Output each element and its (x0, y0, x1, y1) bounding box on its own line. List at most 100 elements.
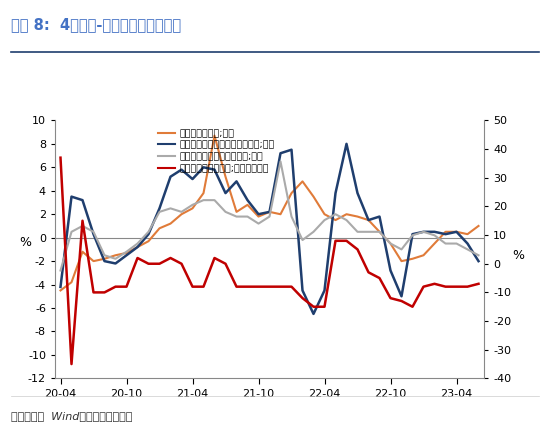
石油和天然气开采业;环比（右轴） (68, 362, 75, 367)
化学纤维制造业;环比 (398, 258, 405, 264)
石油加工、炼焦及核燃料加工业;环比 (431, 229, 438, 234)
Line: 石油和天然气开采业;环比（右轴）: 石油和天然气开采业;环比（右轴） (60, 158, 478, 364)
石油和天然气开采业;环比（右轴） (398, 298, 405, 304)
化学原料及化学制品制造业;环比 (398, 247, 405, 252)
石油加工、炼焦及核燃料加工业;环比 (156, 206, 163, 211)
石油和天然气开采业;环比（右轴） (112, 284, 119, 289)
化学纤维制造业;环比 (431, 241, 438, 246)
化学纤维制造业;环比 (156, 226, 163, 231)
石油加工、炼焦及核燃料加工业;环比 (354, 190, 361, 196)
化学原料及化学制品制造业;环比 (167, 206, 174, 211)
化学原料及化学制品制造业;环比 (453, 241, 460, 246)
化学纤维制造业;环比 (354, 214, 361, 219)
石油加工、炼焦及核燃料加工业;环比 (134, 245, 141, 250)
化学纤维制造业;环比 (178, 212, 185, 217)
化学原料及化学制品制造业;环比 (189, 202, 196, 207)
石油加工、炼焦及核燃料加工业;环比 (211, 167, 218, 172)
化学纤维制造业;环比 (343, 212, 350, 217)
化学纤维制造业;环比 (134, 245, 141, 250)
Y-axis label: %: % (512, 249, 524, 262)
化学原料及化学制品制造业;环比 (222, 209, 229, 215)
化学原料及化学制品制造业;环比 (123, 249, 130, 254)
石油加工、炼焦及核燃料加工业;环比 (464, 241, 471, 246)
化学原料及化学制品制造业;环比 (354, 229, 361, 234)
化学纤维制造业;环比 (222, 174, 229, 179)
石油加工、炼焦及核燃料加工业;环比 (343, 141, 350, 147)
化学纤维制造业;环比 (376, 229, 383, 234)
石油和天然气开采业;环比（右轴） (145, 261, 152, 266)
石油和天然气开采业;环比（右轴） (134, 255, 141, 261)
化学原料及化学制品制造业;环比 (200, 197, 207, 203)
石油加工、炼焦及核燃料加工业;环比 (277, 150, 284, 156)
石油和天然气开采业;环比（右轴） (310, 304, 317, 309)
石油和天然气开采业;环比（右轴） (387, 295, 394, 301)
石油加工、炼焦及核燃料加工业;环比 (57, 284, 64, 289)
化学原料及化学制品制造业;环比 (387, 241, 394, 246)
化学原料及化学制品制造业;环比 (442, 241, 449, 246)
Line: 石油加工、炼焦及核燃料加工业;环比: 石油加工、炼焦及核燃料加工业;环比 (60, 144, 478, 314)
石油和天然气开采业;环比（右轴） (211, 255, 218, 261)
石油和天然气开采业;环比（右轴） (156, 261, 163, 266)
化学原料及化学制品制造业;环比 (420, 229, 427, 234)
石油加工、炼焦及核燃料加工业;环比 (68, 194, 75, 199)
化学纤维制造业;环比 (233, 209, 240, 215)
化学纤维制造业;环比 (167, 221, 174, 226)
化学原料及化学制品制造业;环比 (343, 218, 350, 223)
石油和天然气开采业;环比（右轴） (321, 304, 328, 309)
石油加工、炼焦及核燃料加工业;环比 (299, 288, 306, 293)
石油加工、炼焦及核燃料加工业;环比 (255, 212, 262, 217)
石油加工、炼焦及核燃料加工业;环比 (332, 190, 339, 196)
化学原料及化学制品制造业;环比 (101, 253, 108, 258)
石油加工、炼焦及核燃料加工业;环比 (90, 232, 97, 237)
Line: 化学原料及化学制品制造业;环比: 化学原料及化学制品制造业;环比 (60, 161, 478, 270)
石油和天然气开采业;环比（右轴） (222, 261, 229, 266)
石油和天然气开采业;环比（右轴） (79, 218, 86, 223)
化学纤维制造业;环比 (244, 202, 251, 207)
化学纤维制造业;环比 (79, 249, 86, 254)
石油加工、炼焦及核燃料加工业;环比 (409, 232, 416, 237)
石油和天然气开采业;环比（右轴） (354, 247, 361, 252)
石油加工、炼焦及核燃料加工业;环比 (376, 214, 383, 219)
化学原料及化学制品制造业;环比 (376, 229, 383, 234)
石油和天然气开采业;环比（右轴） (277, 284, 284, 289)
石油加工、炼焦及核燃料加工业;环比 (112, 261, 119, 266)
石油加工、炼焦及核燃料加工业;环比 (266, 209, 273, 215)
化学原料及化学制品制造业;环比 (277, 159, 284, 164)
化学原料及化学制品制造业;环比 (431, 233, 438, 238)
化学原料及化学制品制造业;环比 (233, 214, 240, 219)
石油加工、炼焦及核燃料加工业;环比 (222, 190, 229, 196)
Line: 化学纤维制造业;环比: 化学纤维制造业;环比 (60, 135, 478, 290)
石油加工、炼焦及核燃料加工业;环比 (189, 176, 196, 181)
化学纤维制造业;环比 (299, 179, 306, 184)
化学纤维制造业;环比 (332, 218, 339, 223)
化学纤维制造业;环比 (310, 194, 317, 199)
化学纤维制造业;环比 (442, 229, 449, 234)
化学原料及化学制品制造业;环比 (266, 214, 273, 219)
石油加工、炼焦及核燃料加工业;环比 (178, 167, 185, 172)
Text: 图表 8:  4月原油-化工产业链有所分化: 图表 8: 4月原油-化工产业链有所分化 (11, 17, 181, 32)
化学纤维制造业;环比 (365, 218, 372, 223)
石油和天然气开采业;环比（右轴） (57, 155, 64, 160)
石油加工、炼焦及核燃料加工业;环比 (233, 179, 240, 184)
化学原料及化学制品制造业;环比 (134, 241, 141, 246)
化学原料及化学制品制造业;环比 (299, 237, 306, 243)
石油加工、炼焦及核燃料加工业;环比 (453, 229, 460, 234)
石油加工、炼焦及核燃料加工业;环比 (310, 311, 317, 316)
化学纤维制造业;环比 (288, 190, 295, 196)
化学原料及化学制品制造业;环比 (112, 256, 119, 261)
化学纤维制造业;环比 (68, 280, 75, 285)
石油加工、炼焦及核燃料加工业;环比 (387, 268, 394, 273)
化学纤维制造业;环比 (266, 209, 273, 215)
化学纤维制造业;环比 (101, 256, 108, 261)
石油加工、炼焦及核燃料加工业;环比 (145, 232, 152, 237)
石油和天然气开采业;环比（右轴） (442, 284, 449, 289)
化学纤维制造业;环比 (255, 214, 262, 219)
石油和天然气开采业;环比（右轴） (288, 284, 295, 289)
石油和天然气开采业;环比（右轴） (431, 281, 438, 286)
石油和天然气开采业;环比（右轴） (90, 290, 97, 295)
石油加工、炼焦及核燃料加工业;环比 (398, 294, 405, 299)
石油和天然气开采业;环比（右轴） (266, 284, 273, 289)
Text: 资料来源：  Wind，国盛证券研究所: 资料来源： Wind，国盛证券研究所 (11, 412, 133, 421)
石油加工、炼焦及核燃料加工业;环比 (200, 165, 207, 170)
化学原料及化学制品制造业;环比 (145, 229, 152, 234)
